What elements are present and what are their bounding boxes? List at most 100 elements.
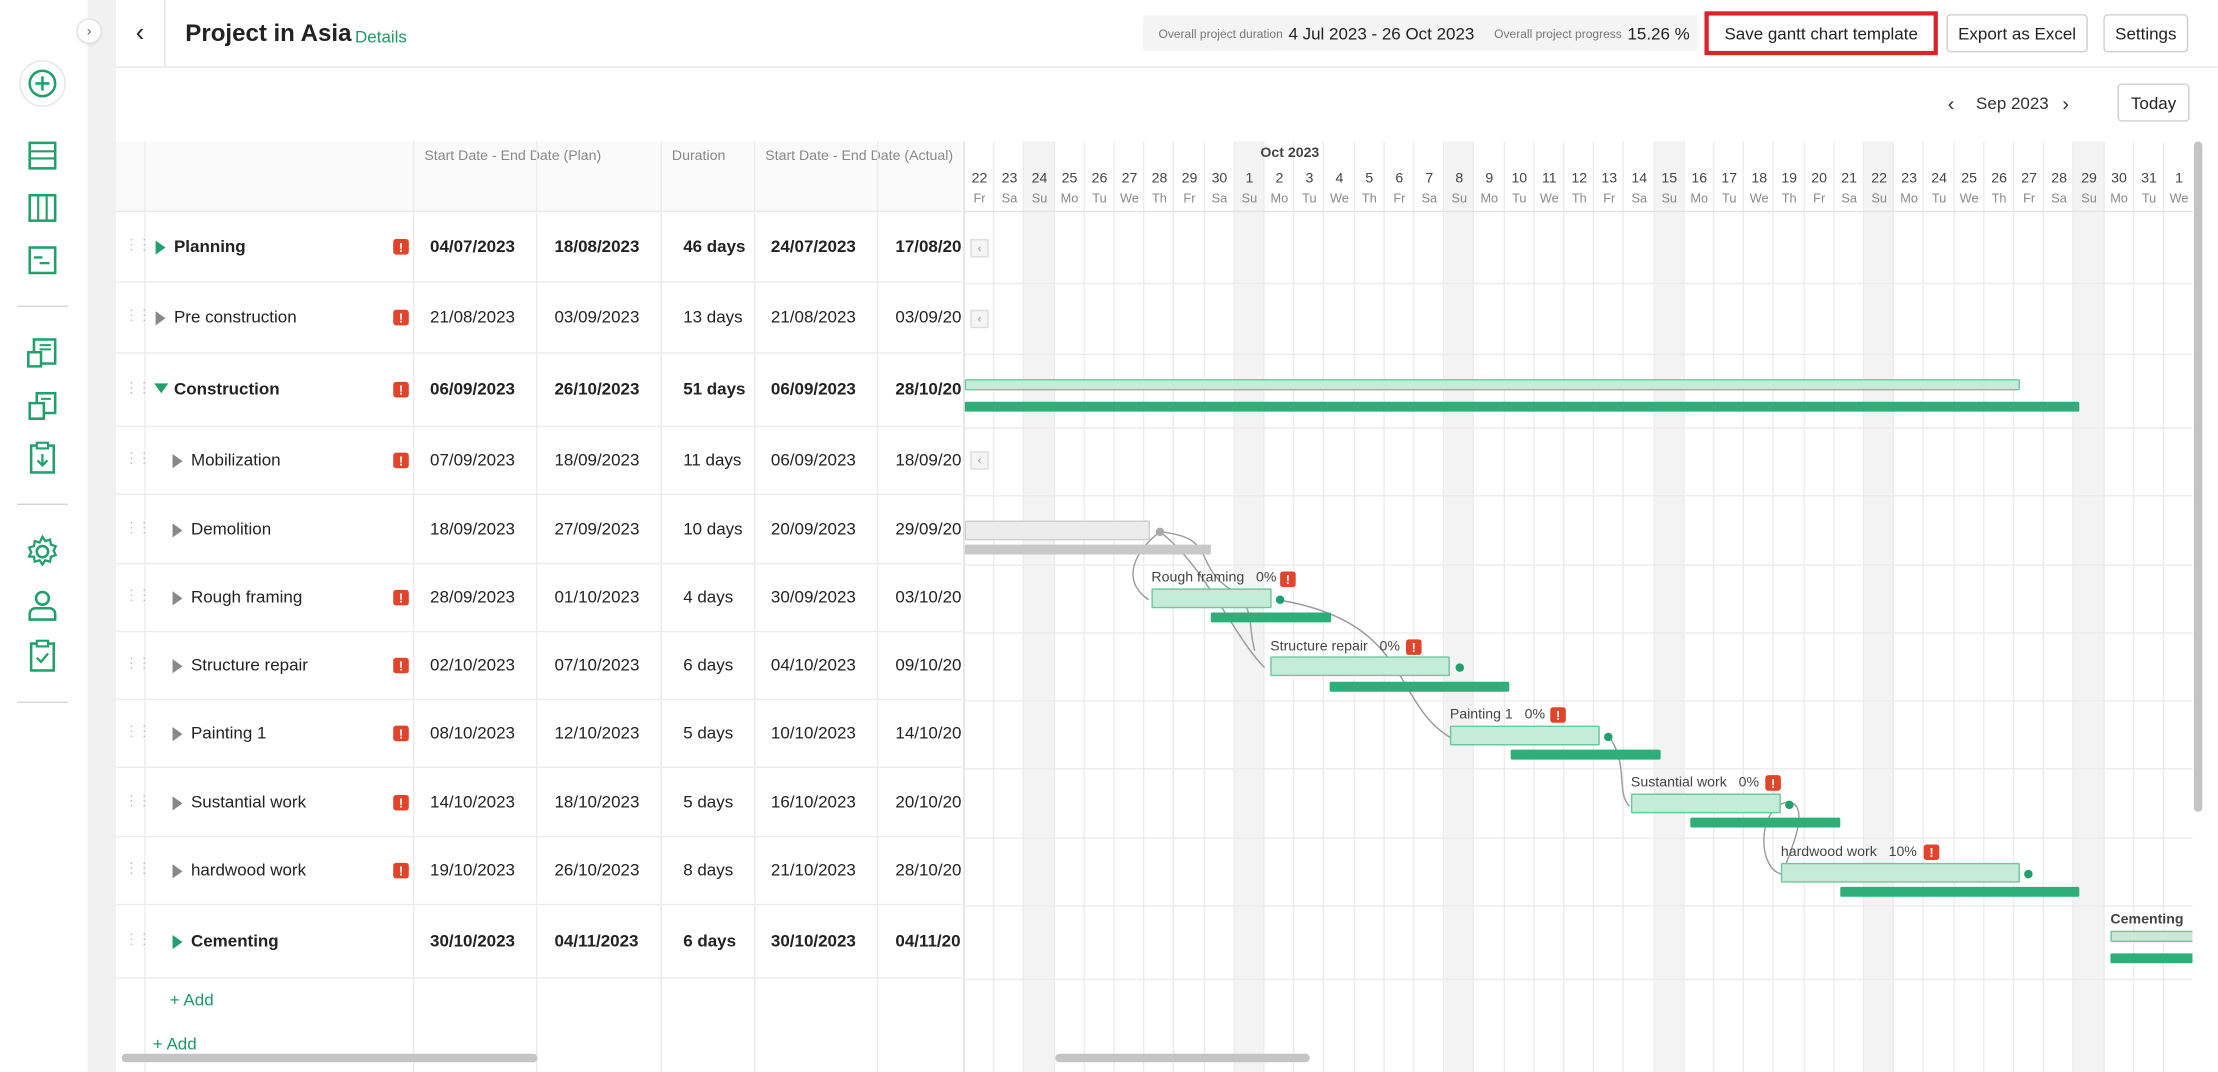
drag-handle-icon[interactable]: ⋮⋮	[124, 237, 151, 254]
demolition-plan-bar[interactable]	[964, 520, 1150, 541]
task-name[interactable]: Cementing	[190, 930, 279, 951]
painting1-link-handle[interactable]	[1604, 732, 1613, 742]
add-circle-icon[interactable]	[17, 58, 68, 109]
rough-framing-plan-bar[interactable]	[1151, 588, 1272, 609]
gantt-horizontal-scrollbar[interactable]	[1055, 1053, 1310, 1063]
task-name[interactable]: Mobilization	[190, 449, 281, 470]
expand-caret-icon[interactable]	[155, 311, 166, 326]
sustantial-work-plan-bar[interactable]	[1630, 793, 1781, 814]
expand-caret-icon[interactable]	[172, 864, 183, 879]
rough-framing-link-handle[interactable]	[1275, 595, 1285, 604]
actual-start-date: 30/09/2023	[770, 587, 856, 607]
board-icon[interactable]	[17, 182, 68, 233]
task-name[interactable]: hardwood work	[190, 860, 307, 880]
task-clipboard-icon[interactable]	[17, 631, 68, 682]
list-icon[interactable]	[17, 130, 68, 181]
drag-handle-icon[interactable]: ⋮⋮	[124, 861, 151, 877]
settings-button[interactable]: Settings	[2103, 14, 2189, 53]
expand-caret-icon[interactable]	[172, 523, 183, 538]
table-row[interactable]: ⋮⋮ Rough framing 28/09/2023 01/10/2023 4 day…	[115, 564, 962, 633]
expand-sidebar-icon[interactable]: ›	[76, 18, 102, 44]
expand-caret-icon[interactable]	[155, 240, 166, 255]
hardwood-work-plan-bar[interactable]	[1780, 862, 2020, 883]
demolition-link-handle[interactable]	[1155, 527, 1165, 537]
warning-icon: !	[1923, 844, 1940, 861]
expand-caret-icon[interactable]	[172, 934, 183, 950]
weekday-label: Th	[1781, 190, 1797, 206]
structure-repair-plan-bar[interactable]	[1270, 656, 1450, 677]
day-number: 30	[1211, 171, 1228, 187]
structure-repair-link-handle[interactable]	[1455, 663, 1465, 672]
structure-repair-actual-bar[interactable]	[1329, 681, 1510, 692]
collapse-left-icon[interactable]: ‹	[970, 239, 989, 258]
sustantial-work-link-handle[interactable]	[1785, 800, 1794, 810]
collapse-caret-icon[interactable]	[154, 383, 169, 394]
gantt-icon[interactable]	[17, 235, 68, 286]
drag-handle-icon[interactable]: ⋮⋮	[124, 520, 151, 537]
user-icon[interactable]	[17, 580, 68, 631]
cementing-plan-bar[interactable]	[2110, 930, 2193, 943]
table-row[interactable]: ⋮⋮ Cementing 30/10/2023 04/11/2023 6 days 30/…	[115, 905, 962, 979]
documents-icon[interactable]	[17, 381, 68, 432]
table-row[interactable]: ⋮⋮ Planning 04/07/2023 18/08/2023 46 days 24/…	[115, 212, 962, 283]
add-group-link[interactable]: + Add	[152, 1033, 197, 1054]
vertical-scrollbar[interactable]	[2193, 141, 2203, 812]
rough-framing-actual-bar[interactable]	[1210, 612, 1332, 623]
back-arrow-icon[interactable]: ‹	[116, 0, 166, 67]
table-row[interactable]: ⋮⋮ Mobilization 07/09/2023 18/09/2023 11 day…	[115, 427, 962, 496]
plan-start-date: 08/10/2023	[430, 722, 515, 743]
add-task-link[interactable]: + Add	[169, 990, 214, 1010]
collapse-left-icon[interactable]: ‹	[970, 451, 989, 470]
drag-handle-icon[interactable]: ⋮⋮	[124, 588, 151, 604]
drag-handle-icon[interactable]: ⋮⋮	[124, 932, 151, 948]
download-clipboard-icon[interactable]	[17, 433, 68, 484]
next-month-icon[interactable]: ›	[2062, 91, 2069, 115]
table-row[interactable]: ⋮⋮ Structure repair 02/10/2023 07/10/2023 6 …	[115, 632, 962, 701]
sustantial-work-actual-bar[interactable]	[1690, 817, 1841, 828]
drag-handle-icon[interactable]: ⋮⋮	[124, 656, 151, 672]
actual-end-date: 03/10/20	[895, 587, 962, 607]
expand-caret-icon[interactable]	[172, 727, 183, 742]
table-row[interactable]: ⋮⋮ hardwood work 19/10/2023 26/10/2023 8 day…	[115, 837, 962, 906]
construction-plan-bar[interactable]	[964, 379, 2020, 391]
hardwood-work-actual-bar[interactable]	[1840, 886, 2080, 897]
table-horizontal-scrollbar[interactable]	[121, 1053, 538, 1063]
expand-caret-icon[interactable]	[172, 659, 183, 674]
drag-handle-icon[interactable]: ⋮⋮	[124, 451, 151, 467]
table-row[interactable]: ⋮⋮ Sustantial work 14/10/2023 18/10/2023 5 d…	[115, 768, 962, 838]
expand-caret-icon[interactable]	[172, 591, 183, 606]
painting1-actual-bar[interactable]	[1510, 749, 1661, 760]
today-button[interactable]: Today	[2117, 83, 2190, 122]
save-gantt-template-button[interactable]: Save gantt chart template	[1704, 11, 1938, 56]
task-name[interactable]: Planning	[173, 236, 246, 257]
details-link[interactable]: Details	[355, 26, 407, 47]
table-row[interactable]: ⋮⋮ Demolition 18/09/2023 27/09/2023 10 days 2…	[115, 495, 962, 565]
table-row[interactable]: ⋮⋮ Pre construction 21/08/2023 03/09/2023 13…	[115, 283, 962, 354]
task-name[interactable]: Construction	[173, 379, 280, 399]
task-name[interactable]: Demolition	[190, 519, 272, 539]
demolition-actual-bar[interactable]	[964, 544, 1211, 555]
warning-icon: !	[393, 452, 409, 469]
gear-icon[interactable]	[17, 526, 68, 577]
table-row[interactable]: ⋮⋮ Construction 06/09/2023 26/10/2023 51 day…	[115, 354, 962, 428]
task-name[interactable]: Structure repair	[190, 654, 308, 675]
drag-handle-icon[interactable]: ⋮⋮	[124, 308, 151, 324]
expand-caret-icon[interactable]	[172, 454, 183, 469]
task-name[interactable]: Sustantial work	[190, 792, 307, 812]
painting1-plan-bar[interactable]	[1449, 725, 1600, 746]
report-icon[interactable]	[17, 328, 68, 379]
task-name[interactable]: Painting 1	[190, 722, 267, 743]
cementing-actual-bar[interactable]	[2110, 953, 2193, 964]
task-name[interactable]: Pre construction	[173, 306, 297, 327]
prev-month-icon[interactable]: ‹	[1947, 91, 1955, 115]
drag-handle-icon[interactable]: ⋮⋮	[124, 380, 151, 397]
drag-handle-icon[interactable]: ⋮⋮	[124, 793, 151, 810]
table-row[interactable]: ⋮⋮ Painting 1 08/10/2023 12/10/2023 5 days 10…	[115, 700, 962, 769]
collapse-left-icon[interactable]: ‹	[970, 309, 989, 329]
drag-handle-icon[interactable]: ⋮⋮	[124, 724, 151, 740]
export-excel-button[interactable]: Export as Excel	[1946, 14, 2088, 53]
construction-actual-bar[interactable]	[964, 401, 2080, 412]
expand-caret-icon[interactable]	[172, 796, 183, 811]
hardwood-work-link-handle[interactable]	[2024, 869, 2033, 879]
task-name[interactable]: Rough framing	[190, 587, 303, 607]
